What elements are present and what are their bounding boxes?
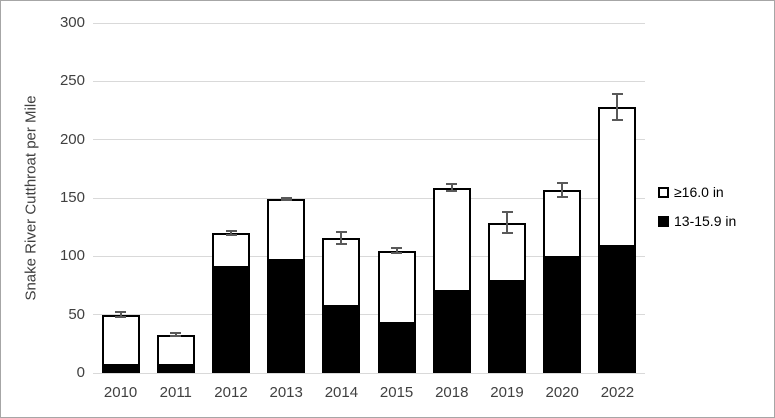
x-axis-label-2013: 2013 xyxy=(269,384,303,401)
bar-2015 xyxy=(377,250,416,373)
bar-2020 xyxy=(543,189,582,373)
gridline-200 xyxy=(93,139,645,141)
x-axis-label-2019: 2019 xyxy=(490,384,524,401)
gridline-50 xyxy=(93,314,645,316)
bar-2015-segment-13-15in xyxy=(379,321,414,371)
legend-item-ge-16in: ≥16.0 in xyxy=(658,184,736,200)
x-axis-label-2012: 2012 xyxy=(214,384,248,401)
error-bar-2015-top-cap xyxy=(391,247,403,250)
y-tick-label-250: 250 xyxy=(59,72,85,90)
bar-2020-segment-13-15in xyxy=(545,256,580,371)
error-bar-2020-top-cap xyxy=(556,181,568,184)
x-axis-label-2011: 2011 xyxy=(159,384,192,401)
x-axis-label-2010: 2010 xyxy=(103,384,138,401)
error-bar-2013-top-cap xyxy=(280,197,292,199)
error-bar-2010-top-cap xyxy=(115,311,127,314)
error-bar-2020-bottom-cap xyxy=(556,195,568,198)
y-tick-label-150: 150 xyxy=(59,189,85,206)
error-bar-2018 xyxy=(450,184,453,191)
error-bar-2015 xyxy=(395,248,398,253)
y-tick-label-0: 0 xyxy=(76,364,85,381)
white-square-swatch-icon xyxy=(658,186,669,198)
error-bar-2022-top-cap xyxy=(611,93,623,96)
y-tick-label-200: 200 xyxy=(59,130,85,148)
bar-2014-segment-13-15in xyxy=(324,305,359,371)
error-bar-2011-bottom-cap xyxy=(170,334,182,337)
bar-2019-segment-13-15in xyxy=(490,279,524,371)
error-bar-2018-top-cap xyxy=(446,183,458,185)
y-tick-label-50: 50 xyxy=(68,305,85,323)
gridline-100 xyxy=(93,255,645,257)
black-square-swatch-icon xyxy=(658,215,669,227)
error-bar-2014 xyxy=(340,231,343,244)
gridline-250 xyxy=(93,80,645,82)
error-bar-2010-bottom-cap xyxy=(115,316,127,318)
bar-2018 xyxy=(432,187,471,373)
legend: ≥16.0 in 13-15.9 in xyxy=(658,184,736,229)
error-bar-2012 xyxy=(230,230,232,236)
gridline-300 xyxy=(93,22,645,24)
legend-label-13-15in: 13-15.9 in xyxy=(674,213,737,229)
bar-2013-segment-13-15in xyxy=(269,258,304,371)
bar-2013 xyxy=(267,199,306,373)
bar-2022 xyxy=(598,107,637,373)
error-bar-2013-bottom-cap xyxy=(280,199,292,202)
bar-2018-segment-13-15in xyxy=(434,290,469,371)
bar-2022-segment-13-15in xyxy=(600,244,635,371)
error-bar-2013 xyxy=(285,198,288,201)
error-bar-2014-bottom-cap xyxy=(335,242,347,245)
bar-2012-segment-13-15in xyxy=(214,265,248,371)
error-bar-2011-top-cap xyxy=(170,332,182,335)
error-bar-2019-top-cap xyxy=(501,211,513,213)
gridline-150 xyxy=(93,197,645,199)
bar-2011 xyxy=(156,334,195,373)
bar-2010 xyxy=(101,314,140,373)
error-bar-2019 xyxy=(506,212,508,233)
error-bar-2022 xyxy=(616,94,619,120)
x-axis-label-2022: 2022 xyxy=(600,384,635,401)
bar-2011-segment-13-15in xyxy=(158,363,193,371)
bar-2012 xyxy=(212,233,250,373)
error-bar-2018-bottom-cap xyxy=(446,190,458,192)
error-bar-2015-bottom-cap xyxy=(391,251,403,254)
error-bar-2011 xyxy=(174,333,177,336)
error-bar-2012-bottom-cap xyxy=(225,234,237,237)
legend-label-ge-16in: ≥16.0 in xyxy=(674,184,724,200)
gridline-0 xyxy=(93,372,645,374)
bar-2019 xyxy=(488,222,526,373)
error-bar-2022-bottom-cap xyxy=(611,118,623,121)
x-axis-label-2020: 2020 xyxy=(545,384,579,401)
error-bar-2012-top-cap xyxy=(225,229,237,232)
error-bar-2019-bottom-cap xyxy=(501,232,513,234)
legend-item-13-15in: 13-15.9 in xyxy=(658,213,736,229)
x-axis-label-2015: 2015 xyxy=(379,384,414,401)
error-bar-2020 xyxy=(561,182,564,197)
x-axis-label-2014: 2014 xyxy=(324,384,359,401)
y-tick-label-300: 300 xyxy=(59,14,85,31)
bar-2014 xyxy=(322,237,361,373)
bar-2010-segment-13-15in xyxy=(103,363,138,371)
x-axis-label-2018: 2018 xyxy=(435,384,469,401)
error-bar-2014-top-cap xyxy=(335,230,347,233)
y-tick-label-100: 100 xyxy=(59,247,85,265)
error-bar-2010 xyxy=(119,312,122,317)
